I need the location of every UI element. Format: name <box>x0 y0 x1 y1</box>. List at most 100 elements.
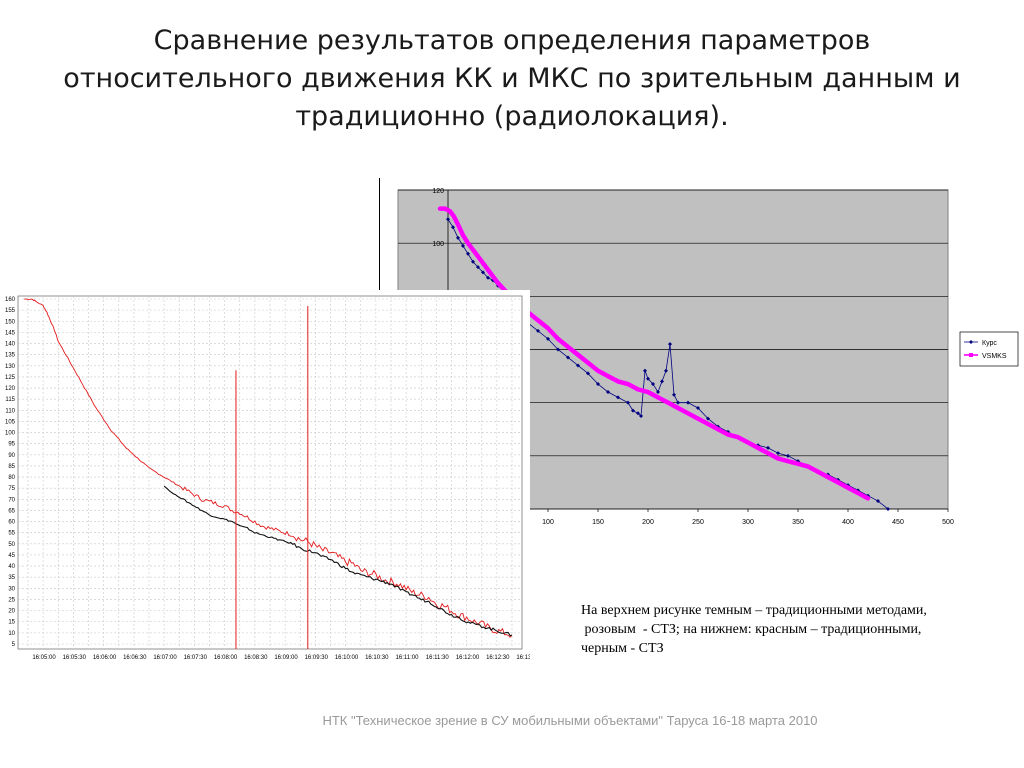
y-tick-label: 130 <box>5 364 16 370</box>
x-tick-label: 16:06:30 <box>123 655 147 661</box>
point-kurs <box>476 265 480 270</box>
figure-caption: На верхнем рисунке темным – традиционным… <box>581 601 1011 658</box>
point-kurs <box>461 243 465 248</box>
point-kurs <box>631 408 635 413</box>
point-kurs <box>876 499 880 504</box>
point-kurs <box>481 270 485 275</box>
y-tick-label: 20 <box>8 609 15 615</box>
y-tick-label: 50 <box>8 542 15 548</box>
x-tick-label: 300 <box>742 519 754 526</box>
y-tick-label: 160 <box>5 297 16 303</box>
x-tick-label: 450 <box>892 519 904 526</box>
y-tick-label: 40 <box>8 564 15 570</box>
point-kurs <box>706 416 710 421</box>
x-tick-label: 150 <box>592 519 604 526</box>
series-line-red <box>24 298 513 638</box>
x-tick-label: 16:11:00 <box>396 655 420 661</box>
point-kurs <box>446 217 450 222</box>
divider-line <box>379 178 380 295</box>
x-tick-label: 16:10:30 <box>365 655 389 661</box>
y-tick-label: 25 <box>8 597 15 603</box>
point-kurs <box>660 379 664 384</box>
y-tick-label: 140 <box>5 342 16 348</box>
y-tick-label: 110 <box>5 408 15 414</box>
point-kurs <box>586 371 590 376</box>
y-tick-label: 145 <box>5 330 16 336</box>
y-tick-label: 45 <box>8 553 15 559</box>
title-line-3: традиционно (радиолокация). <box>295 101 729 132</box>
y-tick-label: 35 <box>8 575 15 581</box>
point-kurs <box>451 225 455 230</box>
point-kurs <box>664 368 668 373</box>
x-tick-label: 100 <box>542 519 554 526</box>
y-tick-label: 150 <box>5 319 16 325</box>
caption-line-2: розовым - СТЗ; на нижнем: красным – трад… <box>581 622 922 637</box>
x-tick-label: 200 <box>642 519 654 526</box>
point-kurs <box>676 400 680 405</box>
point-kurs <box>471 259 475 264</box>
point-kurs <box>556 347 560 352</box>
x-tick-label: 16:12:30 <box>486 655 510 661</box>
y-tick-label: 100 <box>5 431 16 437</box>
series-line-black <box>163 485 513 637</box>
legend <box>959 331 1019 367</box>
y-tick-label: 120 <box>5 386 16 392</box>
y-tick-label: 60 <box>8 520 15 526</box>
point-kurs <box>696 405 700 410</box>
point-kurs <box>606 390 610 395</box>
x-tick-label: 16:09:30 <box>305 655 329 661</box>
y-tick-label: 5 <box>12 642 16 648</box>
point-kurs <box>656 390 660 395</box>
x-tick-label: 16:09:00 <box>274 655 298 661</box>
y-tick-label: 15 <box>8 620 15 626</box>
point-kurs <box>686 400 690 405</box>
point-kurs <box>639 413 643 418</box>
y-tick-label: 135 <box>5 353 16 359</box>
point-kurs <box>576 363 580 368</box>
series-line-vsmks <box>437 206 871 501</box>
point-kurs <box>668 342 672 347</box>
point-kurs <box>626 400 630 405</box>
caption-line-1: На верхнем рисунке темным – традиционным… <box>581 603 927 618</box>
x-tick-label: 16:08:00 <box>214 655 238 661</box>
y-tick-label: 70 <box>8 497 15 503</box>
point-kurs <box>672 392 676 397</box>
x-tick-label: 16:05:00 <box>32 655 56 661</box>
y-tick-label: 95 <box>8 442 15 448</box>
point-kurs <box>886 507 890 511</box>
point-kurs <box>651 382 655 387</box>
x-tick-label: 16:13:00 <box>516 655 530 661</box>
x-tick-label: 16:10:00 <box>335 655 359 661</box>
x-tick-label: 500 <box>942 519 954 526</box>
point-kurs <box>546 336 550 341</box>
legend-marker-kurs <box>969 340 973 344</box>
point-kurs <box>536 328 540 333</box>
legend-marker-vsmks <box>969 353 973 357</box>
x-tick-label: 16:11:30 <box>426 655 450 661</box>
point-kurs <box>636 411 640 416</box>
point-kurs <box>566 355 570 360</box>
title-line-1: Сравнение результатов определения параме… <box>153 25 871 56</box>
y-tick-label: 85 <box>8 464 15 470</box>
x-tick-label: 400 <box>842 519 854 526</box>
y-tick-label: 105 <box>5 419 16 425</box>
x-tick-label: 250 <box>692 519 704 526</box>
x-tick-label: 16:06:00 <box>93 655 117 661</box>
x-tick-label: 350 <box>792 519 804 526</box>
x-tick-label: 16:08:30 <box>244 655 268 661</box>
legend-label: Курс <box>982 340 997 347</box>
x-tick-label: 16:07:30 <box>184 655 208 661</box>
point-kurs <box>786 453 790 458</box>
y-tick-label: 90 <box>8 453 15 459</box>
point-kurs <box>456 235 460 240</box>
y-tick-label: 30 <box>8 586 15 592</box>
x-tick-label: 16:05:30 <box>63 655 87 661</box>
y-tick-label: 155 <box>5 308 16 314</box>
point-kurs <box>596 382 600 387</box>
y-tick-label: 120 <box>432 188 444 195</box>
y-tick-label: 55 <box>8 531 15 537</box>
footer-text: НТК "Техническое зрение в СУ мобильными … <box>322 713 818 728</box>
legend-label: VSMKS <box>982 353 1007 360</box>
point-kurs <box>616 395 620 400</box>
point-kurs <box>716 424 720 429</box>
